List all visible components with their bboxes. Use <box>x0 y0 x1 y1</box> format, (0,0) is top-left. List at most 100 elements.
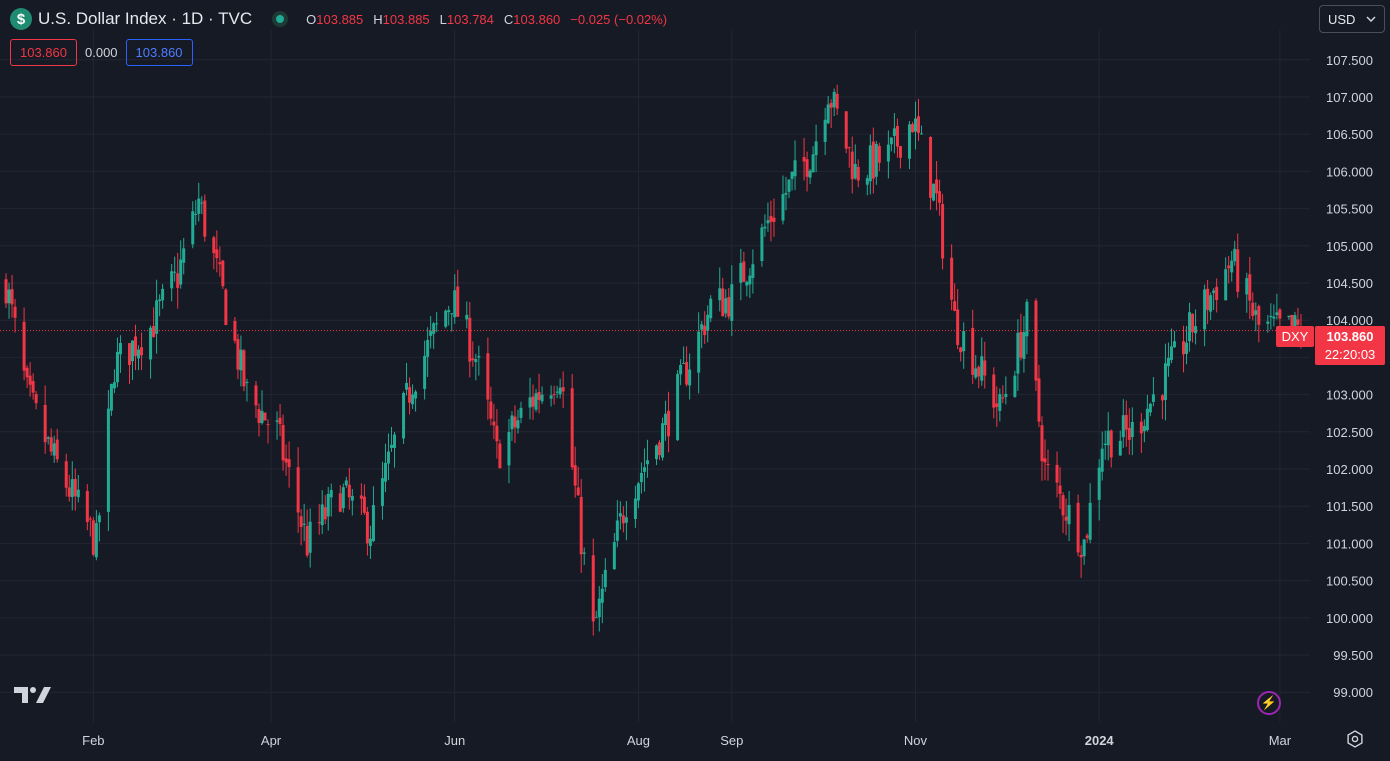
candle-down <box>898 146 902 158</box>
candle-up <box>745 281 749 286</box>
candle-down <box>721 288 725 317</box>
y-tick-label: 106.500 <box>1326 127 1373 142</box>
candle-up <box>892 128 896 136</box>
chart-header: $ U.S. Dollar Index · 1D · TVC O103.885 … <box>10 6 667 32</box>
candle-down <box>1290 314 1294 328</box>
y-tick-label: 101.000 <box>1326 536 1373 551</box>
candle-down <box>552 394 556 396</box>
candle-up <box>1266 321 1270 324</box>
candle-up <box>760 227 764 262</box>
candle-up <box>1269 315 1273 318</box>
candle-down <box>495 425 499 442</box>
candle-down <box>1257 305 1261 325</box>
candle-up <box>191 211 195 245</box>
candle-up <box>435 323 439 325</box>
candle-down <box>127 343 131 365</box>
candle-up <box>811 154 815 173</box>
candle-down <box>935 179 939 194</box>
candle-up <box>603 569 607 588</box>
candle-up <box>1254 310 1258 315</box>
candle-down <box>296 467 300 513</box>
candle-down <box>1139 421 1143 434</box>
candle-up <box>558 387 562 395</box>
candle-down <box>772 217 776 222</box>
candle-up <box>874 143 878 177</box>
candle-up <box>450 313 454 315</box>
candle-up <box>682 363 686 365</box>
candle-up <box>516 420 520 429</box>
candle-up <box>131 340 135 362</box>
candle-down <box>31 381 35 393</box>
x-tick-label: 2024 <box>1085 733 1115 748</box>
candle-down <box>281 424 285 461</box>
candle-up <box>149 327 153 360</box>
candle-up <box>540 394 544 402</box>
candle-up <box>763 226 767 229</box>
candle-up <box>1272 316 1276 319</box>
candle-down <box>1019 331 1023 358</box>
candle-up <box>1022 332 1026 359</box>
currency-selector[interactable]: USD <box>1319 5 1385 33</box>
symbol-title[interactable]: U.S. Dollar Index · 1D · TVC <box>38 9 253 28</box>
candle-up <box>594 617 598 619</box>
candle-down <box>1079 554 1083 558</box>
candle-down <box>1236 249 1240 292</box>
settings-icon[interactable] <box>1346 730 1364 748</box>
candle-up <box>1172 341 1176 348</box>
candle-down <box>1191 313 1195 333</box>
candle-up <box>1100 448 1104 472</box>
candle-up <box>661 423 665 458</box>
candle-up <box>137 349 141 359</box>
candle-up <box>853 164 857 179</box>
candle-up <box>534 393 538 410</box>
candle-up <box>600 588 604 603</box>
candle-up <box>444 310 448 327</box>
candle-down <box>34 394 38 404</box>
x-tick-label: Aug <box>627 733 650 748</box>
candle-down <box>489 401 493 419</box>
candle-down <box>287 459 291 468</box>
candle-up <box>814 141 818 156</box>
candle-down <box>28 375 32 385</box>
candle-up <box>889 137 893 145</box>
candle-down <box>347 484 351 498</box>
candle-down <box>471 358 475 361</box>
candle-up <box>429 330 433 336</box>
ohlc-close: C103.860 <box>503 11 561 27</box>
candle-up <box>507 432 511 466</box>
candle-down <box>212 237 216 254</box>
candle-up <box>709 298 713 319</box>
candle-down <box>236 339 240 370</box>
candle-down <box>995 403 999 407</box>
live-dot-icon <box>272 11 289 27</box>
candle-up <box>582 552 586 554</box>
candle-down <box>1037 378 1041 422</box>
candle-up <box>624 517 628 523</box>
price-axis[interactable]: 99.000 99.500 100.000 100.500 101.000 101.500… <box>1326 53 1373 700</box>
candle-up <box>97 515 101 523</box>
candle-up <box>636 483 640 501</box>
candle-up <box>1142 425 1146 432</box>
candle-up <box>784 192 788 195</box>
lightning-icon[interactable]: ⚡ <box>1257 691 1281 715</box>
tradingview-logo-icon[interactable] <box>14 685 52 708</box>
candle-down <box>895 125 899 147</box>
candle-down <box>1160 395 1164 401</box>
candle-up <box>115 351 119 383</box>
ohlc-legend: O103.885 H103.885 L103.784 C103.860 −0.0… <box>306 12 667 27</box>
candle-up <box>1209 295 1213 312</box>
candle-up <box>447 310 451 313</box>
candle-up <box>371 505 375 542</box>
candle-up <box>739 263 743 283</box>
y-tick-label: 105.000 <box>1326 239 1373 254</box>
candle-down <box>929 136 933 198</box>
candle-up <box>161 288 165 301</box>
y-tick-label: 99.000 <box>1333 685 1373 700</box>
candle-up <box>389 444 393 448</box>
time-axis[interactable]: Feb Apr Jun Aug Sep Nov 2024 Mar <box>82 733 1292 748</box>
candle-down <box>1182 341 1186 355</box>
candle-down <box>492 421 496 426</box>
candle-up <box>528 397 532 408</box>
dollar-icon: $ <box>10 8 32 30</box>
